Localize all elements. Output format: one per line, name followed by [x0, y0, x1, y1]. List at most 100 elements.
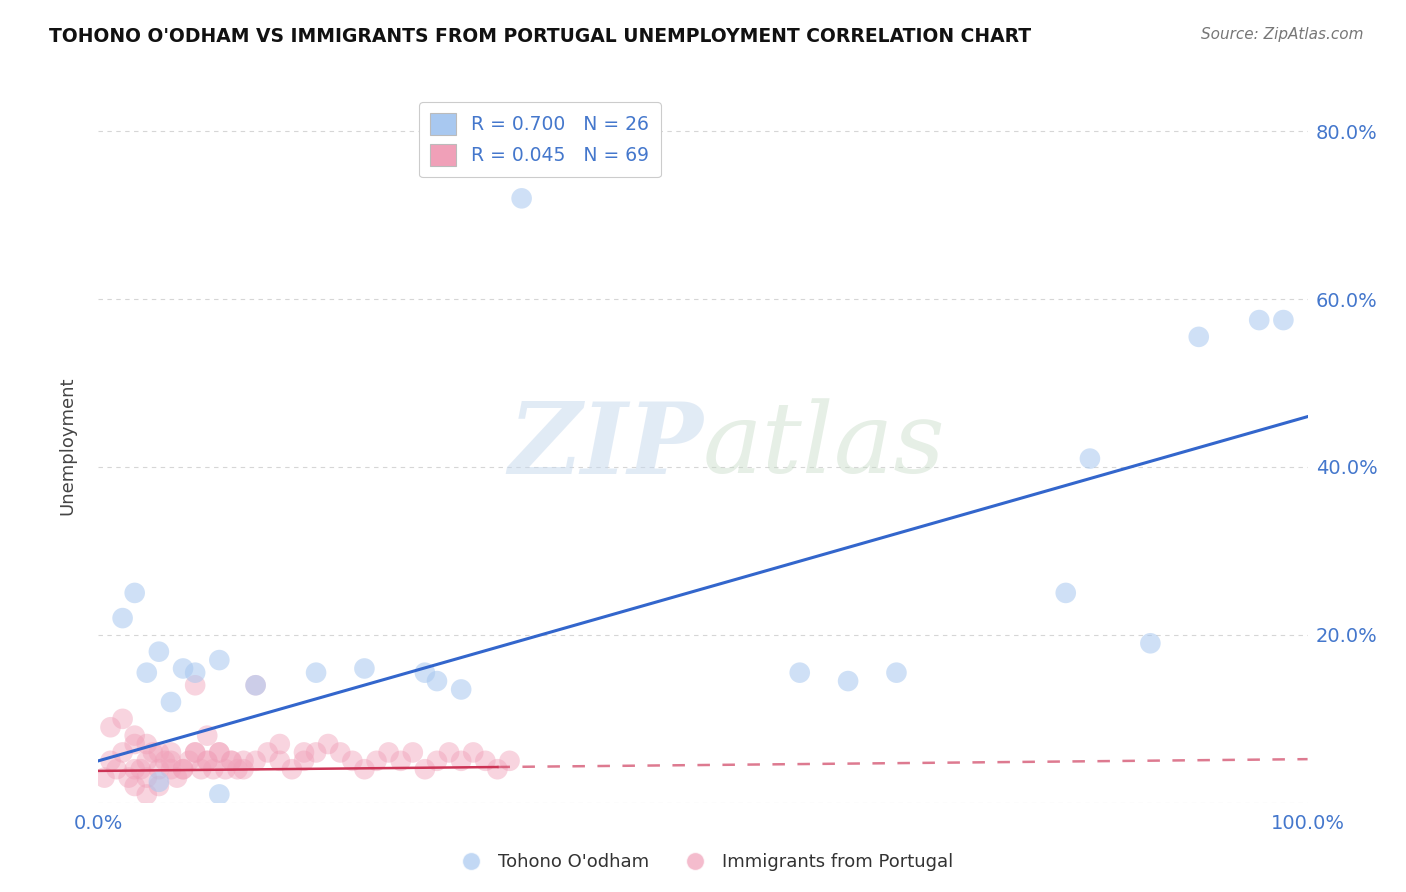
- Point: [148, 762, 170, 776]
- Point: [269, 754, 291, 768]
- Point: [450, 682, 472, 697]
- Point: [377, 746, 399, 760]
- Point: [886, 665, 908, 680]
- Point: [166, 771, 188, 785]
- Point: [413, 762, 436, 776]
- Point: [184, 678, 207, 692]
- Point: [402, 746, 425, 760]
- Point: [172, 762, 194, 776]
- Legend: Tohono O'odham, Immigrants from Portugal: Tohono O'odham, Immigrants from Portugal: [446, 847, 960, 879]
- Point: [426, 674, 449, 689]
- Point: [1054, 586, 1077, 600]
- Point: [221, 754, 243, 768]
- Point: [135, 754, 157, 768]
- Point: [160, 754, 183, 768]
- Point: [111, 712, 134, 726]
- Point: [256, 746, 278, 760]
- Point: [281, 762, 304, 776]
- Point: [342, 754, 364, 768]
- Point: [450, 754, 472, 768]
- Point: [226, 762, 249, 776]
- Point: [190, 762, 212, 776]
- Point: [148, 779, 170, 793]
- Point: [292, 754, 315, 768]
- Point: [789, 665, 811, 680]
- Point: [292, 746, 315, 760]
- Point: [510, 191, 533, 205]
- Point: [100, 754, 122, 768]
- Point: [135, 737, 157, 751]
- Point: [837, 674, 859, 689]
- Point: [221, 754, 243, 768]
- Point: [426, 754, 449, 768]
- Point: [111, 611, 134, 625]
- Text: ZIP: ZIP: [508, 398, 703, 494]
- Point: [179, 754, 201, 768]
- Point: [463, 746, 485, 760]
- Point: [232, 762, 254, 776]
- Point: [148, 746, 170, 760]
- Point: [124, 762, 146, 776]
- Point: [148, 774, 170, 789]
- Point: [208, 653, 231, 667]
- Point: [195, 754, 218, 768]
- Point: [184, 746, 207, 760]
- Point: [214, 762, 236, 776]
- Point: [135, 771, 157, 785]
- Point: [142, 746, 165, 760]
- Point: [245, 678, 267, 692]
- Point: [100, 720, 122, 734]
- Point: [208, 788, 231, 802]
- Point: [353, 762, 375, 776]
- Point: [160, 695, 183, 709]
- Point: [208, 746, 231, 760]
- Point: [353, 661, 375, 675]
- Point: [305, 746, 328, 760]
- Point: [184, 746, 207, 760]
- Point: [93, 771, 115, 785]
- Point: [366, 754, 388, 768]
- Point: [1139, 636, 1161, 650]
- Point: [498, 754, 520, 768]
- Point: [1249, 313, 1271, 327]
- Point: [172, 661, 194, 675]
- Point: [486, 762, 509, 776]
- Point: [437, 746, 460, 760]
- Point: [208, 746, 231, 760]
- Point: [118, 771, 141, 785]
- Point: [316, 737, 339, 751]
- Point: [474, 754, 496, 768]
- Point: [160, 746, 183, 760]
- Point: [129, 762, 152, 776]
- Point: [329, 746, 352, 760]
- Text: Source: ZipAtlas.com: Source: ZipAtlas.com: [1201, 27, 1364, 42]
- Point: [124, 737, 146, 751]
- Point: [135, 665, 157, 680]
- Point: [160, 762, 183, 776]
- Point: [202, 762, 225, 776]
- Point: [184, 665, 207, 680]
- Point: [245, 754, 267, 768]
- Point: [135, 788, 157, 802]
- Point: [269, 737, 291, 751]
- Y-axis label: Unemployment: Unemployment: [58, 376, 76, 516]
- Point: [124, 779, 146, 793]
- Point: [105, 762, 128, 776]
- Point: [305, 665, 328, 680]
- Point: [232, 754, 254, 768]
- Point: [148, 645, 170, 659]
- Point: [172, 762, 194, 776]
- Point: [124, 729, 146, 743]
- Point: [245, 678, 267, 692]
- Point: [153, 754, 176, 768]
- Point: [195, 729, 218, 743]
- Point: [111, 746, 134, 760]
- Point: [195, 754, 218, 768]
- Point: [413, 665, 436, 680]
- Point: [1272, 313, 1295, 327]
- Point: [1078, 451, 1101, 466]
- Point: [389, 754, 412, 768]
- Point: [1188, 330, 1211, 344]
- Text: atlas: atlas: [703, 399, 946, 493]
- Legend: R = 0.700   N = 26, R = 0.045   N = 69: R = 0.700 N = 26, R = 0.045 N = 69: [419, 103, 661, 178]
